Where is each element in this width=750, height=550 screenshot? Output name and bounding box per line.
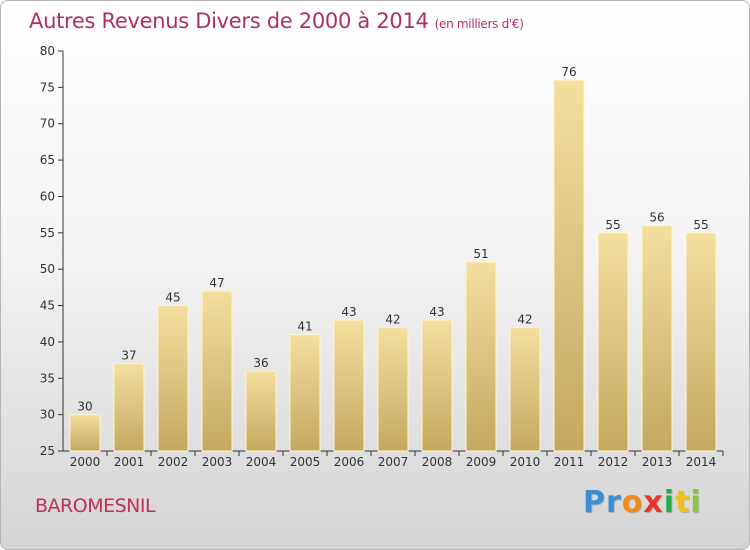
bar [245,370,277,452]
data-label: 45 [165,291,180,305]
chart-title-unit: (en milliers d'€) [434,17,524,31]
x-tick-label: 2009 [466,455,497,469]
x-tick-label: 2001 [114,455,145,469]
bar [69,414,101,452]
y-tick-label: 75 [40,80,55,94]
data-label: 56 [649,211,664,225]
bar [597,232,629,452]
y-tick-label: 25 [40,444,55,458]
data-label: 43 [341,305,356,319]
bar [553,79,585,452]
data-label: 42 [385,312,400,326]
bar [421,319,453,452]
y-tick-label: 50 [40,262,55,276]
logo-letter: o [621,485,644,520]
y-tick-label: 40 [40,335,55,349]
y-tick-label: 60 [40,189,55,203]
data-label: 76 [561,65,576,79]
bar [201,290,233,452]
chart-title: Autres Revenus Divers de 2000 à 2014 (en … [29,9,524,33]
bar [157,305,189,452]
x-tick-label: 2004 [246,455,277,469]
x-tick-label: 2006 [334,455,365,469]
x-tick-label: 2005 [290,455,321,469]
x-tick-label: 2008 [422,455,453,469]
y-tick-label: 35 [40,371,55,385]
commune-name: BAROMESNIL [35,495,156,517]
data-label: 30 [77,400,92,414]
bar [641,225,673,452]
logo-letter: x [643,485,664,520]
logo-letter: P [583,485,606,520]
bar [465,261,497,452]
data-label: 51 [473,247,488,261]
bar [333,319,365,452]
logo-letter: i [663,485,676,520]
data-label: 55 [605,218,620,232]
y-tick-label: 45 [40,299,55,313]
x-tick-label: 2000 [70,455,101,469]
x-tick-label: 2012 [598,455,629,469]
y-tick-label: 65 [40,153,55,167]
x-tick-label: 2003 [202,455,233,469]
y-tick-label: 70 [40,117,55,131]
data-label: 42 [517,312,532,326]
bar [113,363,145,452]
x-tick-label: 2010 [510,455,541,469]
x-tick-label: 2007 [378,455,409,469]
bar [289,334,321,452]
data-label: 37 [121,349,136,363]
proxiti-logo: Proxiti [583,485,702,520]
logo-letter: r [606,485,622,520]
logo-letter: t [675,485,691,520]
x-tick-label: 2011 [554,455,585,469]
x-tick-label: 2014 [686,455,717,469]
x-tick-label: 2013 [642,455,673,469]
logo-letter: i [690,485,702,520]
data-label: 55 [693,218,708,232]
bar [509,326,541,452]
data-label: 43 [429,305,444,319]
bars [69,79,717,452]
data-label: 41 [297,320,312,334]
bar [685,232,717,452]
data-labels: 30 37 45 47 36 41 43 42 43 51 42 76 55 56 55 [77,65,708,414]
x-tick-label: 2002 [158,455,189,469]
y-tick-label: 80 [40,44,55,58]
chart-title-text: Autres Revenus Divers de 2000 à 2014 [29,9,429,33]
bar [377,326,409,452]
data-label: 36 [253,356,268,370]
data-label: 47 [209,276,224,290]
y-tick-label: 30 [40,408,55,422]
y-tick-label: 55 [40,226,55,240]
axes: 25 30 35 40 45 50 55 60 65 70 75 80 2000 2001 2002 2003… [40,44,724,469]
